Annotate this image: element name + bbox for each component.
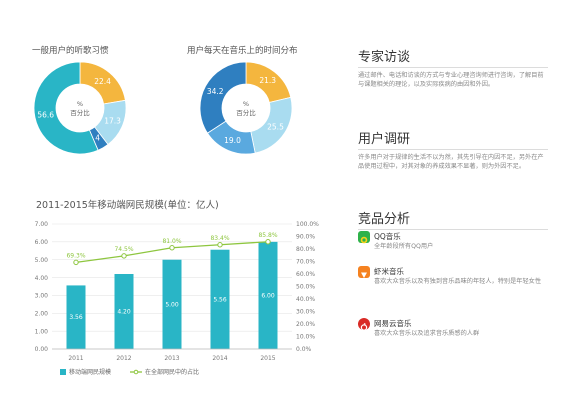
slice-label: 17.3 — [104, 116, 121, 125]
y-tick-label: 2.00 — [35, 310, 49, 317]
line-value-label: 69.3% — [66, 252, 85, 259]
y-tick-label: 0.00 — [35, 346, 49, 353]
competitor-title: 竞品分析 — [358, 212, 411, 227]
line-value-label: 81.0% — [162, 238, 181, 245]
app-name: QQ音乐 — [374, 232, 401, 241]
donut2-title: 用户每天在音乐上的时间分布 — [187, 46, 298, 56]
x-tick-label: 2011 — [68, 355, 83, 362]
y2-tick-label: 30.0% — [296, 309, 315, 316]
legend-label: 移动端网民规模 — [69, 368, 111, 376]
bar-chart-title: 2011-2015年移动端网民规模(单位：亿人) — [36, 200, 219, 211]
bar — [210, 249, 230, 349]
slice-label: 56.6 — [37, 111, 54, 120]
donut2-chart: 21.3 25.5 19.0 34.2%百分比 — [199, 61, 293, 155]
app-desc: 全年龄段所有QQ用户 — [374, 243, 434, 250]
expert-interview-section: 专家访谈 通过邮件、电话和访谈的方式与专业心理咨询师进行咨询，了解目前与课题相关… — [358, 46, 548, 89]
donut-center-label: 百分比 — [70, 108, 90, 117]
xiami-music-icon — [358, 266, 370, 278]
slice-label: 19.0 — [224, 136, 241, 145]
y2-tick-label: 10.0% — [296, 334, 315, 341]
y2-tick-label: 40.0% — [296, 296, 315, 303]
y2-tick-label: 60.0% — [296, 271, 315, 278]
bar-chart: 0.00 1.00 2.00 3.00 4.00 5.00 6.00 7.00 0.0% 10.0… — [35, 221, 320, 376]
bar-value-label: 3.56 — [69, 314, 83, 321]
app-name: 网易云音乐 — [374, 319, 412, 328]
legend-swatch-bar — [60, 369, 66, 375]
line-value-label: 83.4% — [210, 235, 229, 242]
user-survey-text: 许多用户对于规律的生活不以为然，其先引导在内因不足，另外在产品使用过程中，对其对… — [358, 154, 544, 170]
y2-tick-label: 90.0% — [296, 234, 315, 241]
line-point — [265, 239, 271, 245]
bar — [258, 241, 278, 349]
x-tick-label: 2013 — [164, 355, 179, 362]
legend-label: 在全部网民中的占比 — [145, 368, 199, 376]
app-desc: 喜欢大众音乐以及有独到音乐品味的年轻人，特别是年轻女性 — [374, 278, 542, 285]
donut-slice — [199, 61, 247, 134]
expert-interview-text: 通过邮件、电话和访谈的方式与专业心理咨询师进行咨询，了解目前与课题相关的理论，以… — [358, 72, 544, 88]
x-tick-label: 2015 — [260, 355, 275, 362]
x-tick-label: 2014 — [212, 355, 227, 362]
y-tick-label: 1.00 — [35, 328, 49, 335]
app-name: 虾米音乐 — [374, 267, 404, 276]
donut-center-label: 百分比 — [236, 108, 256, 117]
donut-center-label: % — [77, 100, 83, 108]
user-survey-title: 用户调研 — [358, 132, 411, 147]
y-tick-label: 6.00 — [35, 239, 49, 246]
qq-music-icon — [358, 231, 370, 244]
bar — [114, 274, 134, 349]
slice-label: 4 — [95, 134, 100, 143]
donut1-title: 一般用户的听歌习惯 — [32, 46, 109, 56]
donut-hole — [222, 84, 270, 132]
y2-tick-label: 0.0% — [296, 346, 312, 353]
y2-tick-label: 20.0% — [296, 321, 315, 328]
divider — [358, 149, 548, 150]
user-survey-section: 用户调研 许多用户对于规律的生活不以为然，其先引导在内因不足，另外在产品使用过程… — [358, 128, 548, 171]
donut1-chart: 22.4 17.3 4 56.6%百分比 — [33, 61, 127, 155]
bar-value-label: 4.20 — [117, 309, 131, 316]
y2-tick-label: 50.0% — [296, 284, 315, 291]
x-tick-label: 2012 — [116, 355, 131, 362]
y-tick-label: 5.00 — [35, 257, 49, 264]
line-series — [75, 241, 269, 264]
bar — [162, 259, 182, 349]
app-desc: 喜欢大众音乐以及追求音乐质感的人群 — [374, 330, 480, 337]
line-point — [169, 245, 175, 251]
y-tick-label: 3.00 — [35, 293, 49, 300]
line-point — [121, 253, 127, 259]
line-value-label: 74.5% — [114, 246, 133, 253]
line-point — [73, 259, 79, 266]
bar — [66, 285, 86, 349]
bar-value-label: 6.00 — [261, 292, 275, 299]
y2-tick-label: 100.0% — [296, 221, 319, 228]
competitor-section: 竞品分析 — [358, 208, 548, 230]
expert-interview-title: 专家访谈 — [358, 50, 411, 65]
donut-hole — [56, 84, 104, 132]
bar-value-label: 5.56 — [213, 296, 227, 303]
app-item-qq-music: QQ音乐 全年龄段所有QQ用户 — [358, 231, 553, 255]
y2-tick-label: 80.0% — [296, 246, 315, 253]
divider — [358, 67, 548, 68]
slice-label: 22.4 — [94, 77, 111, 86]
bar-value-label: 5.00 — [165, 301, 179, 308]
divider — [358, 229, 548, 230]
legend-marker — [133, 369, 139, 375]
app-item-xiami-music: 虾米音乐 喜欢大众音乐以及有独到音乐品味的年轻人，特别是年轻女性 — [358, 266, 553, 300]
line-value-label: 85.8% — [258, 232, 277, 239]
netease-music-icon — [358, 318, 370, 331]
donut-slice — [33, 61, 99, 155]
app-item-netease-music: 网易云音乐 喜欢大众音乐以及追求音乐质感的人群 — [358, 318, 553, 342]
y-tick-label: 4.00 — [35, 275, 49, 282]
slice-label: 34.2 — [207, 87, 224, 96]
donut-center-label: % — [243, 100, 249, 108]
y2-tick-label: 70.0% — [296, 259, 315, 266]
line-point — [217, 242, 223, 248]
y-tick-label: 7.00 — [35, 221, 49, 228]
slice-label: 21.3 — [259, 76, 276, 85]
slice-label: 25.5 — [267, 122, 284, 131]
